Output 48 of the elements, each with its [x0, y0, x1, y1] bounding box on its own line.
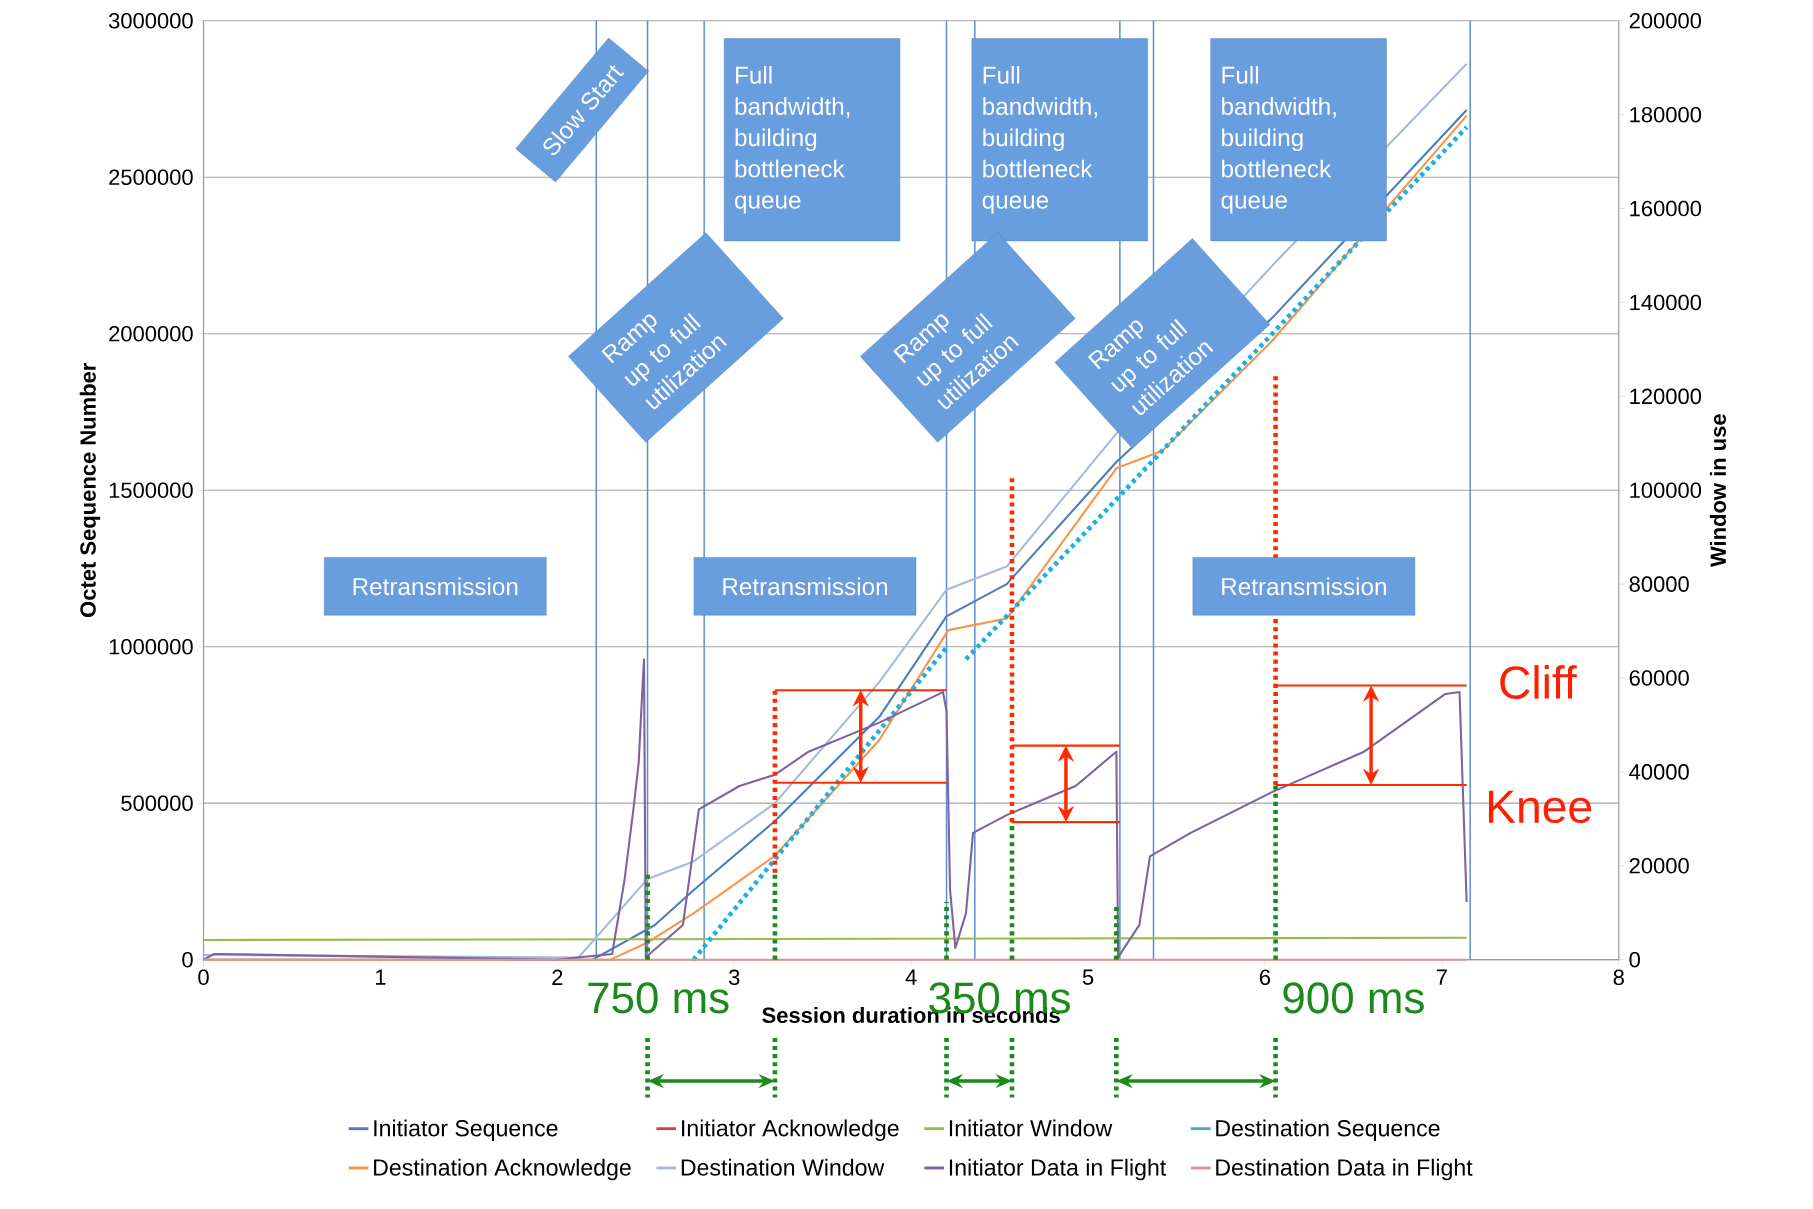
- y2-tick-label: 140000: [1630, 294, 1702, 311]
- legend-label: Destination Sequence: [1216, 1119, 1440, 1141]
- y2-tick-label: 180000: [1630, 106, 1702, 123]
- y-tick-label: 0: [182, 951, 193, 968]
- y-tick-label: 1500000: [109, 482, 193, 498]
- x-tick-label: 0: [198, 969, 209, 985]
- y2-tick-label: 200000: [1629, 12, 1702, 29]
- annotation: Retransmission: [353, 577, 518, 596]
- legend-label: Initiator Data in Flight: [949, 1158, 1167, 1181]
- legend-label: Destination Acknowledge: [374, 1158, 631, 1181]
- y2-tick-label: 120000: [1630, 388, 1702, 404]
- text: 750 ms: [588, 982, 729, 1014]
- legend-label: Destination Data in Flight: [1216, 1158, 1473, 1181]
- legend-label: Initiator Window: [949, 1119, 1113, 1137]
- x-tick-label: 6: [1259, 969, 1271, 985]
- x-tick-label: 2: [552, 969, 563, 985]
- y-tick-label: 3000000: [108, 12, 193, 29]
- y2-tick-label: 60000: [1629, 670, 1689, 686]
- annotation: Retransmission: [1222, 577, 1386, 596]
- text: 900 ms: [1283, 982, 1424, 1014]
- x-tick-label: 3: [728, 969, 740, 985]
- y-axis-title: Octet Sequence Number: [79, 362, 101, 617]
- x-tick-label: 5: [1082, 969, 1094, 985]
- y2-tick-label: 20000: [1629, 857, 1689, 874]
- annotation: Full bandwidth, building bottleneck queue: [982, 65, 1097, 214]
- y-tick-label: 1000000: [109, 638, 193, 655]
- line-series: [202, 657, 1468, 961]
- annotation: Retransmission: [723, 577, 888, 596]
- x-tick-label: 4: [905, 969, 917, 985]
- y-tick-label: 2000000: [109, 325, 193, 342]
- annotation: Knee: [1488, 790, 1592, 823]
- annotation: Full bandwidth, building bottleneck queue: [735, 65, 850, 214]
- legend-label: Initiator Acknowledge: [682, 1119, 899, 1141]
- x-tick-label: 8: [1613, 969, 1624, 985]
- annotation: Full bandwidth, building bottleneck queue: [1221, 65, 1336, 214]
- y2-tick-label: 80000: [1629, 576, 1689, 592]
- y-tick-label: 2500000: [109, 169, 193, 185]
- y2-tick-label: 0: [1629, 951, 1640, 968]
- x-tick-label: 7: [1436, 969, 1447, 985]
- legend-label: Initiator Sequence: [374, 1119, 558, 1141]
- legend-label: Destination Window: [681, 1158, 885, 1176]
- y2-tick-label: 100000: [1630, 482, 1702, 498]
- annotation: Cliff: [1500, 664, 1577, 699]
- y2-tick-label: 160000: [1630, 200, 1702, 217]
- x-tick-label: 1: [375, 969, 386, 985]
- y-tick-label: 500000: [121, 795, 193, 811]
- y2-axis-title: Window in use: [1709, 413, 1727, 567]
- y2-tick-label: 40000: [1629, 763, 1689, 780]
